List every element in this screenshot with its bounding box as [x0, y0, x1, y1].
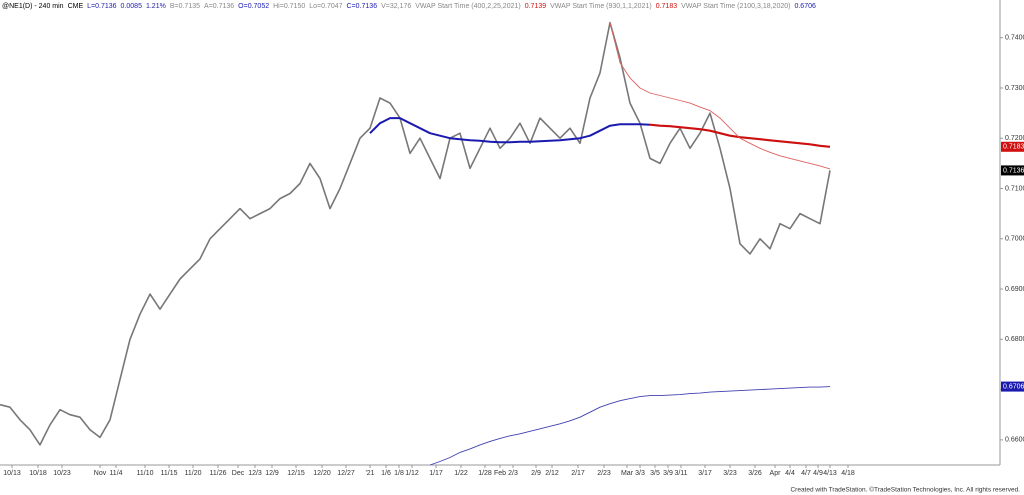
x-tick-label: 1/22 — [454, 470, 468, 477]
x-tick-label: 3/11 — [674, 470, 687, 477]
x-tick-label: Dec — [232, 470, 245, 477]
x-tick-label: 4/18 — [841, 470, 855, 477]
value-marker-label: 0.6706 — [1003, 383, 1024, 390]
x-tick-label: 11/15 — [161, 470, 178, 477]
x-tick-label: 1/12 — [405, 470, 419, 477]
x-tick-label: 2/23 — [597, 470, 611, 477]
x-tick-label: 3/5 — [650, 470, 660, 477]
x-tick-label: 4/7 — [801, 470, 811, 477]
x-tick-label: 4/4 — [785, 470, 795, 477]
x-tick-label: 1/8 — [394, 470, 404, 477]
x-tick-label: 12/20 — [313, 470, 331, 477]
price-line — [369, 117, 651, 144]
x-tick-label: 11/26 — [210, 470, 227, 477]
x-tick-label: 10/18 — [29, 470, 47, 477]
value-marker — [1001, 141, 1024, 152]
x-tick-label: 3/17 — [698, 470, 712, 477]
x-tick-label: 4/13 — [823, 470, 837, 477]
x-tick-label: 12/3 — [248, 470, 262, 477]
header-item: B=0.7135 — [170, 3, 200, 10]
x-tick-label: 2/12 — [545, 470, 559, 477]
header-item: VWAP Start Time (400,2,25,2021) — [415, 3, 520, 10]
x-tick-label: 3/23 — [723, 470, 737, 477]
header-item: A=0.7136 — [204, 3, 234, 10]
header-item: VWAP Start Time (930,1,1,2021) — [550, 3, 652, 10]
value-marker-label: 0.7183 — [1003, 144, 1024, 151]
y-tick-label: 0.7400 — [1005, 35, 1024, 42]
x-tick-label: 1/6 — [381, 470, 391, 477]
x-tick-label: 3/9 — [663, 470, 673, 477]
value-marker — [1001, 381, 1024, 392]
header-item: CME — [68, 3, 84, 10]
x-tick-label: Mar — [621, 470, 634, 477]
x-tick-label: 11/10 — [137, 470, 154, 477]
header-item: VWAP Start Time (2100,3,18,2020) — [681, 3, 790, 10]
x-tick-label: 12/9 — [265, 470, 279, 477]
x-tick-label: 12/27 — [337, 470, 355, 477]
x-tick-label: 1/28 — [478, 470, 492, 477]
header-item: 0.7139 — [525, 3, 547, 10]
x-tick-label: 1/17 — [429, 470, 443, 477]
price-line — [0, 21, 831, 446]
header-item: Hi=0.7150 — [273, 3, 305, 10]
x-tick-label: 11/20 — [185, 470, 202, 477]
header-item: Lo=0.7047 — [309, 3, 342, 10]
header-item: L=0.7136 — [87, 3, 116, 10]
header-item: O=0.7052 — [238, 3, 269, 10]
value-marker — [1001, 165, 1024, 176]
header: @NE1(D) - 240 min CME L=0.7136 0.0085 1.21% B… — [2, 3, 816, 10]
x-tick-label: Nov — [94, 470, 107, 477]
x-tick-label: 12/15 — [287, 470, 305, 477]
header-item: 1.21% — [146, 3, 166, 10]
x-tick-label: '21 — [365, 470, 374, 477]
header-item: 0.7183 — [656, 3, 678, 10]
x-tick-label: Feb — [494, 470, 506, 477]
value-marker-label: 0.7136 — [1003, 167, 1024, 174]
header-item: 0.6706 — [794, 3, 816, 10]
x-tick-label: 10/13 — [3, 470, 21, 477]
x-tick-label: 3/26 — [748, 470, 762, 477]
x-tick-label: 4/9 — [813, 470, 823, 477]
x-tick-label: 2/3 — [508, 470, 518, 477]
header-item: @NE1(D) - 240 min — [2, 3, 64, 10]
x-tick-label: 3/3 — [635, 470, 645, 477]
price-line — [609, 22, 831, 170]
price-line — [649, 123, 831, 148]
header-item: 0.0085 — [121, 3, 143, 10]
x-tick-label: 10/23 — [53, 470, 71, 477]
header-item: V=32,176 — [381, 3, 411, 10]
x-tick-label: Apr — [770, 470, 782, 477]
x-tick-label: 2/17 — [571, 470, 585, 477]
x-tick-label: 2/9 — [531, 470, 541, 477]
header-item: C=0.7136 — [347, 3, 378, 10]
price-line — [429, 386, 831, 466]
footer: Created with TradeStation. ©TradeStation… — [790, 486, 1020, 494]
x-tick-label: 11/4 — [109, 470, 122, 477]
